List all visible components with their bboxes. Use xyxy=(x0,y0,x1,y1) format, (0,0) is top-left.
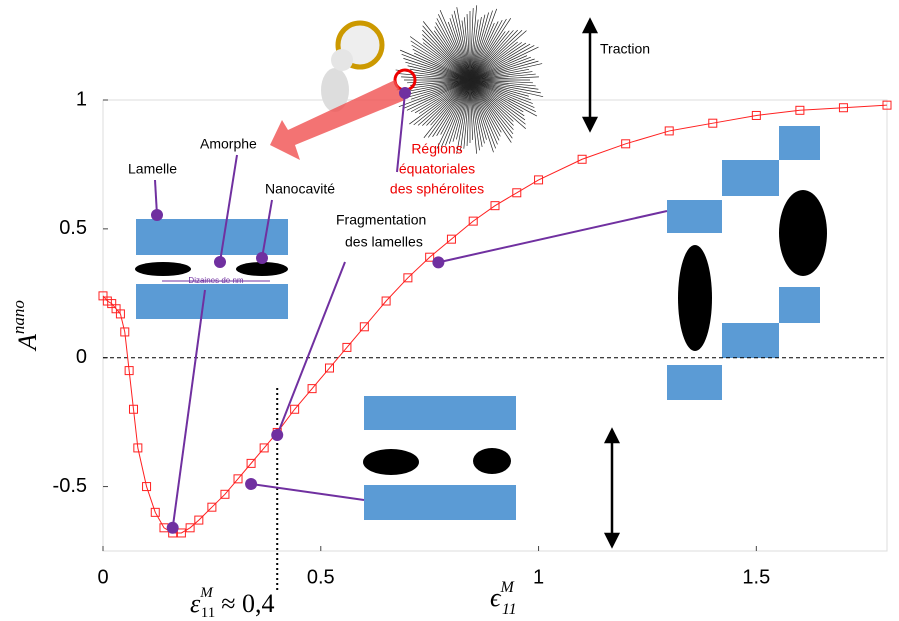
scale-label: Dizaines de nm xyxy=(188,276,243,285)
schematic-lamellae xyxy=(136,126,820,520)
x-label-sup: M xyxy=(499,579,515,596)
data-marker xyxy=(290,404,300,414)
y-tick-label: 0 xyxy=(76,346,87,368)
data-marker xyxy=(577,154,587,164)
data-marker xyxy=(207,502,217,512)
leader-line xyxy=(276,261,346,436)
traction-label: Traction xyxy=(600,41,650,57)
zoom-arrow xyxy=(270,80,405,160)
regions-label: équatoriales xyxy=(399,161,475,177)
data-marker xyxy=(233,474,243,484)
marker-sub: 11 xyxy=(201,605,215,621)
data-marker xyxy=(150,507,160,517)
marker-annotation: εM 11 ≈ 0,4 xyxy=(190,585,274,621)
spherulite xyxy=(395,5,544,154)
highlight-point xyxy=(432,256,445,269)
y-label-sup: nano xyxy=(9,300,28,334)
x-axis-label: ϵM 11 xyxy=(490,579,517,618)
data-marker xyxy=(468,216,478,226)
highlight-point xyxy=(166,521,179,534)
leader-line xyxy=(171,289,206,528)
data-marker xyxy=(512,188,522,198)
y-tick-label: -0.5 xyxy=(53,475,87,497)
schematic-cavities xyxy=(135,190,827,475)
data-marker xyxy=(246,458,256,468)
label-leaders xyxy=(151,87,411,268)
data-marker xyxy=(403,273,413,283)
x-tick-label: 1 xyxy=(533,566,544,588)
data-marker xyxy=(795,105,805,115)
y-tick-label: 0.5 xyxy=(59,217,87,239)
data-marker xyxy=(838,103,848,113)
data-marker xyxy=(664,126,674,136)
x-tick-label: 1.5 xyxy=(742,566,770,588)
data-marker xyxy=(751,110,761,120)
x-label-main: ϵ xyxy=(490,583,502,612)
data-marker xyxy=(381,296,391,306)
leader-line xyxy=(250,483,365,501)
data-marker xyxy=(220,489,230,499)
data-marker xyxy=(185,523,195,533)
regions-label: Régions xyxy=(411,141,462,157)
data-marker xyxy=(259,443,269,453)
y-label-main: A xyxy=(13,334,42,352)
data-marker xyxy=(534,175,544,185)
data-marker xyxy=(882,100,892,110)
data-marker xyxy=(115,309,125,319)
highlight-point xyxy=(245,477,258,490)
data-marker xyxy=(490,201,500,211)
data-marker xyxy=(142,482,152,492)
data-marker xyxy=(133,443,143,453)
traction-arrows xyxy=(581,17,621,549)
data-marker xyxy=(425,252,435,262)
nanocavite-label: Nanocavité xyxy=(265,181,335,197)
amorphe-label: Amorphe xyxy=(200,136,257,152)
data-marker xyxy=(176,528,186,538)
y-axis-label: Anano xyxy=(9,300,42,352)
leader-line xyxy=(438,210,668,264)
data-marker xyxy=(307,384,317,394)
x-label-sub: 11 xyxy=(502,601,517,618)
data-marker xyxy=(621,139,631,149)
data-marker xyxy=(359,322,369,332)
data-marker xyxy=(342,342,352,352)
regions-label: des sphérolites xyxy=(390,181,484,197)
magnifier xyxy=(321,20,385,112)
marker-main: ε xyxy=(190,589,201,618)
y-tick-label: 1 xyxy=(76,88,87,110)
marker-sup: M xyxy=(199,585,214,601)
data-marker xyxy=(124,366,134,376)
data-marker xyxy=(324,363,334,373)
fragmentation-label: Fragmentation xyxy=(336,212,426,228)
data-marker xyxy=(120,327,130,337)
data-marker xyxy=(128,404,138,414)
x-tick-label: 0.5 xyxy=(307,566,335,588)
x-tick-label: 0 xyxy=(97,566,108,588)
data-marker xyxy=(708,118,718,128)
data-marker xyxy=(446,234,456,244)
fragmentation-label: des lamelles xyxy=(345,234,423,250)
data-marker xyxy=(194,515,204,525)
marker-text: ≈ 0,4 xyxy=(221,589,274,618)
highlight-point xyxy=(271,429,284,442)
lamelle-label: Lamelle xyxy=(128,161,177,177)
